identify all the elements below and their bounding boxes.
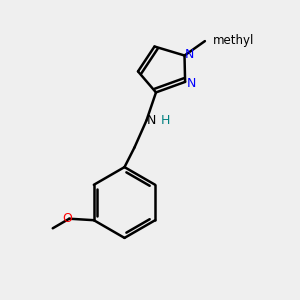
Text: N: N	[184, 48, 194, 61]
Text: N: N	[187, 77, 196, 90]
Text: N: N	[147, 113, 157, 127]
Text: O: O	[62, 212, 72, 225]
Text: methyl: methyl	[213, 34, 255, 47]
Text: H: H	[160, 113, 170, 127]
